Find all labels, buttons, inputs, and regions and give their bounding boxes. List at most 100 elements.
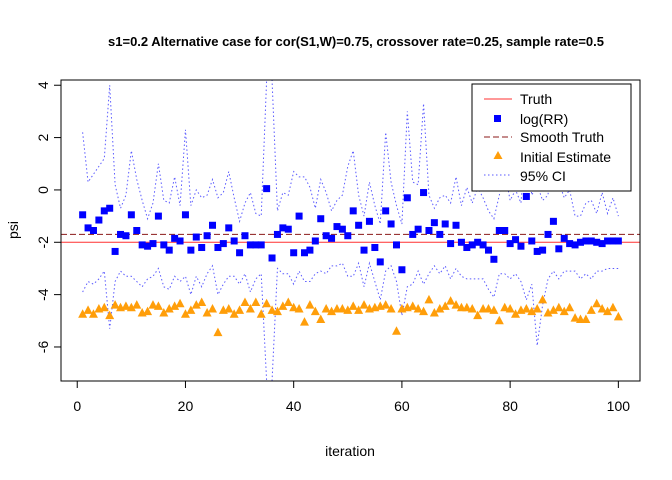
log-rr-point	[95, 216, 103, 224]
initial-estimate-point	[186, 305, 196, 314]
log-rr-point	[604, 237, 612, 245]
initial-estimate-point	[392, 326, 401, 335]
log-rr-point	[501, 227, 509, 234]
initial-estimate-point	[126, 302, 136, 312]
log-rr-point	[452, 221, 460, 229]
initial-estimate-point	[527, 306, 537, 316]
initial-estimate-point	[586, 305, 596, 314]
log-rr-point	[576, 238, 584, 246]
log-rr-point	[273, 230, 281, 238]
ci-lower-line	[82, 261, 619, 382]
initial-estimate-point	[521, 304, 531, 313]
x-tick-label: 40	[286, 398, 302, 414]
initial-estimate-point	[446, 296, 456, 305]
initial-estimate-point	[440, 301, 450, 310]
initial-estimate-point	[429, 307, 439, 317]
log-rr-point	[382, 207, 390, 215]
x-axis: 0 20 40 60 80 100	[73, 381, 630, 414]
y-tick-label: 0	[35, 186, 51, 194]
log-rr-point	[252, 241, 260, 249]
legend-log-rr-label: log(RR)	[520, 111, 568, 127]
initial-estimate-point	[105, 310, 115, 320]
initial-estimate-point	[240, 297, 250, 306]
log-rr-point	[290, 249, 298, 257]
log-rr-point	[376, 258, 384, 266]
initial-estimate-point	[408, 301, 418, 310]
log-rr-point	[533, 247, 541, 255]
initial-estimate-point	[267, 305, 277, 314]
log-rr-point	[506, 240, 514, 248]
initial-estimate-point	[110, 300, 120, 309]
log-rr-point	[100, 207, 108, 215]
initial-estimate-point	[543, 307, 553, 317]
initial-estimate-point	[381, 300, 391, 309]
initial-estimate-point	[164, 304, 174, 313]
x-tick-label: 60	[394, 398, 410, 414]
initial-estimate-point	[99, 302, 109, 312]
legend-ci-label: 95% CI	[520, 168, 566, 184]
initial-estimate-point	[603, 306, 613, 316]
x-tick-label: 100	[607, 398, 631, 414]
log-rr-point	[214, 244, 222, 252]
initial-estimate-point	[419, 306, 429, 316]
x-tick-label: 80	[502, 398, 518, 414]
log-rr-point	[144, 242, 152, 250]
log-rr-point	[311, 237, 319, 245]
x-tick-label: 20	[178, 398, 194, 414]
initial-estimate-point	[159, 307, 169, 317]
chart-title: s1=0.2 Alternative case for cor(S1,W)=0.…	[108, 34, 604, 49]
log-rr-point	[225, 224, 233, 232]
initial-estimate-point	[467, 304, 477, 313]
initial-estimate-point	[191, 300, 201, 309]
initial-estimate-point	[337, 304, 347, 313]
log-rr-point	[457, 238, 465, 246]
initial-estimate-point	[153, 301, 163, 310]
legend-smooth-truth-label: Smooth Truth	[520, 129, 604, 145]
log-rr-point	[495, 227, 503, 234]
log-rr-point	[187, 246, 195, 254]
initial-estimate-point	[175, 298, 185, 308]
initial-estimate-point	[208, 304, 218, 313]
initial-estimate-point	[592, 298, 602, 308]
log-rr-point	[241, 232, 249, 240]
log-rr-point	[79, 211, 87, 219]
initial-estimate-point	[462, 302, 472, 312]
log-rr-point	[284, 225, 292, 233]
log-rr-point	[587, 237, 595, 245]
initial-estimate-point	[224, 304, 234, 313]
initial-estimate-point	[500, 302, 510, 312]
points-layer	[78, 185, 623, 337]
initial-estimate-point	[256, 309, 266, 318]
log-rr-point	[474, 238, 482, 246]
initial-estimate-point	[294, 304, 304, 313]
log-rr-point	[106, 204, 114, 212]
initial-estimate-point	[354, 305, 364, 314]
initial-estimate-point	[581, 314, 591, 323]
initial-estimate-point	[202, 307, 212, 317]
log-rr-point	[89, 227, 97, 234]
y-tick-label: 4	[35, 81, 51, 89]
initial-estimate-point	[386, 304, 396, 313]
initial-estimate-point	[235, 305, 245, 314]
log-rr-point	[539, 246, 547, 254]
log-rr-point	[490, 255, 498, 263]
initial-estimate-point	[489, 305, 499, 314]
log-rr-point	[317, 215, 325, 223]
initial-estimate-point	[78, 309, 88, 318]
log-rr-point	[111, 247, 119, 255]
log-rr-point	[209, 221, 217, 229]
log-rr-point	[117, 230, 125, 238]
log-rr-point	[544, 230, 552, 238]
log-rr-point	[560, 234, 568, 242]
plot-frame	[60, 79, 641, 382]
initial-estimate-point	[143, 306, 153, 316]
initial-estimate-point	[305, 300, 315, 309]
log-rr-point	[393, 241, 400, 249]
log-rr-point	[219, 240, 227, 248]
log-rr-point	[403, 194, 411, 202]
log-rr-point	[192, 233, 200, 241]
initial-estimate-point	[316, 314, 326, 323]
legend-log-rr-swatch	[494, 115, 501, 122]
log-rr-point	[447, 240, 455, 248]
y-tick-label: -2	[35, 236, 51, 249]
